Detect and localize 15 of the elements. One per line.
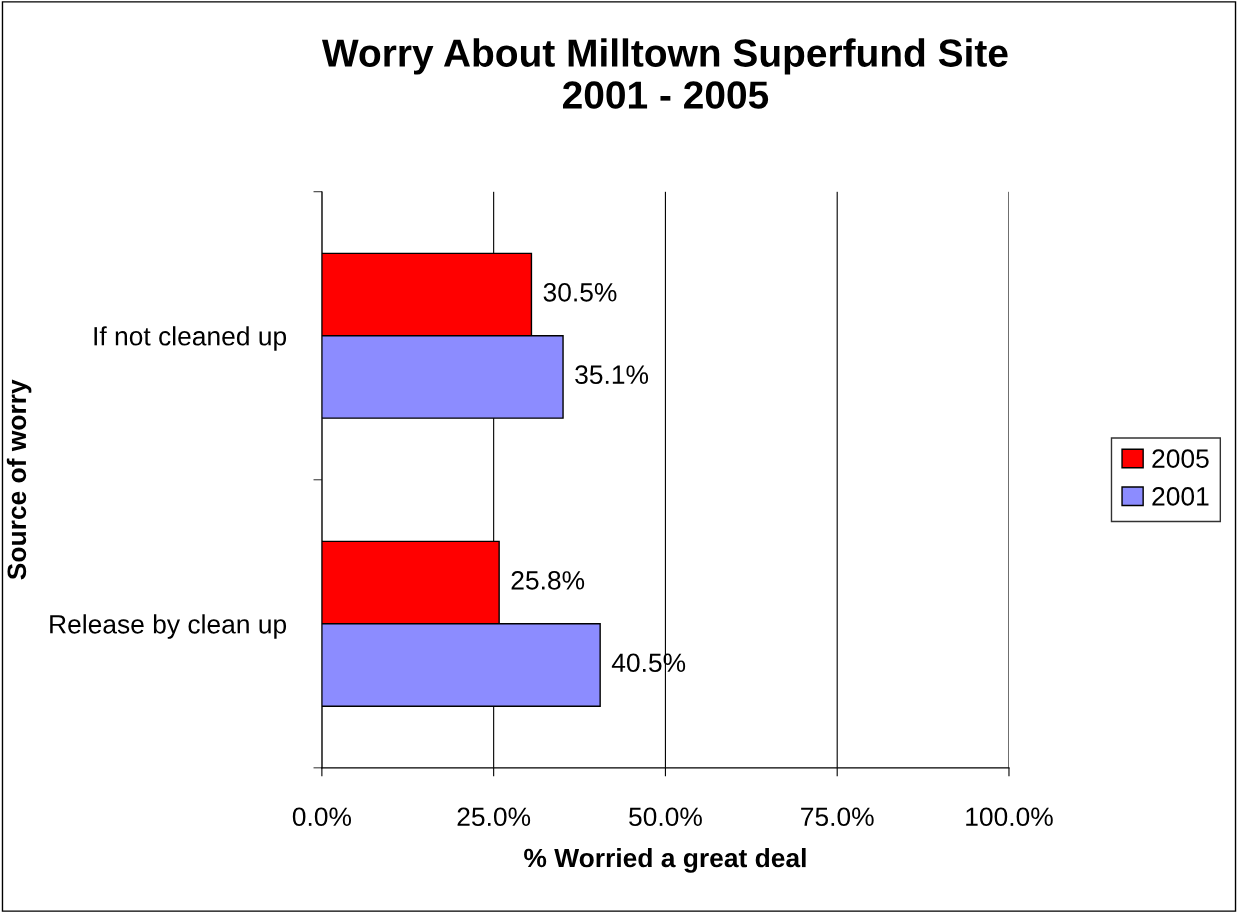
x-tick-label: 50.0% xyxy=(629,807,702,827)
data-label: 35.1% xyxy=(575,365,649,385)
chart-title: Worry About Milltown Superfund Site 2001 - 2005 xyxy=(321,38,1008,109)
y-tick-label: Release by clean up xyxy=(50,614,287,639)
x-tick-label: 25.0% xyxy=(457,807,531,827)
legend-label: 2001 xyxy=(1152,487,1209,506)
x-tick-label: 75.0% xyxy=(801,807,874,827)
x-axis-title: % Worried a great deal xyxy=(524,847,806,873)
x-tick-label: 100.0% xyxy=(966,807,1053,827)
legend-label: 2005 xyxy=(1152,449,1209,468)
y-tick-label: If not cleaned up xyxy=(94,326,287,351)
y-axis-title: Source of worry xyxy=(6,379,32,580)
x-tick-label: 0.0% xyxy=(292,807,352,827)
data-label: 25.8% xyxy=(511,571,585,590)
data-label: 30.5% xyxy=(543,282,617,302)
